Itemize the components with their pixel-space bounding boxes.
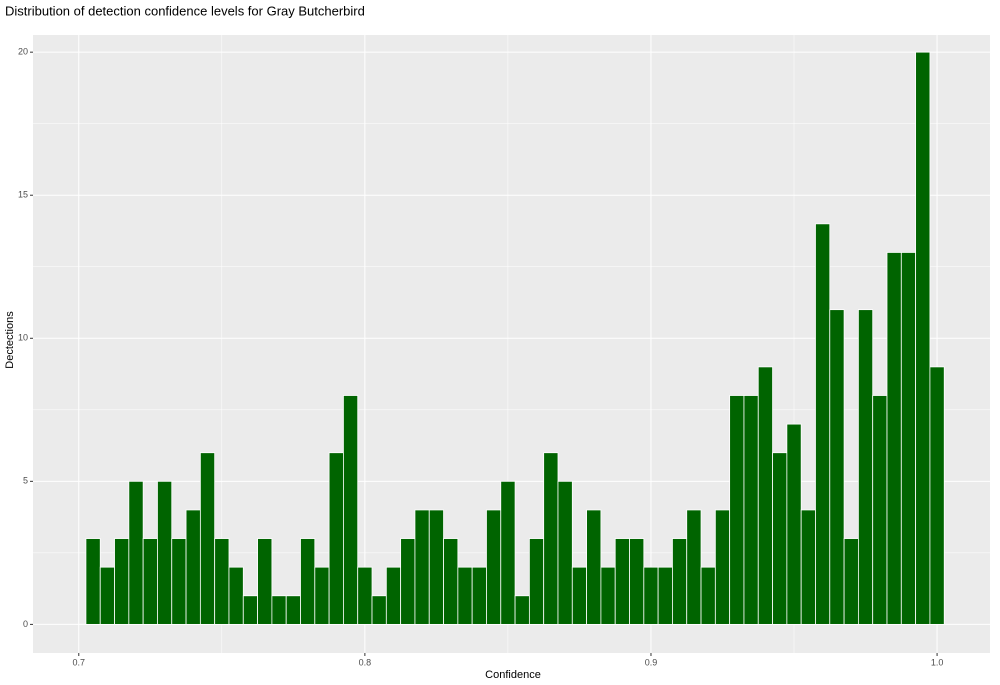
- bar: [857, 309, 874, 625]
- bar: [843, 538, 859, 625]
- bar: [757, 366, 773, 625]
- x-tick-label: 0.8: [359, 657, 372, 667]
- bar: [99, 566, 115, 625]
- x-axis-label: Confidence: [485, 669, 541, 681]
- bar: [157, 480, 173, 625]
- bar: [285, 595, 301, 625]
- bar: [85, 538, 101, 625]
- bar: [486, 509, 502, 625]
- bar: [114, 538, 130, 625]
- bar: [700, 566, 716, 625]
- bar: [514, 595, 530, 625]
- bar: [557, 480, 573, 625]
- bar: [400, 538, 416, 625]
- bar: [385, 566, 402, 625]
- bar: [915, 51, 931, 625]
- bar: [900, 252, 917, 625]
- bar: [314, 566, 330, 625]
- bar: [443, 538, 459, 625]
- bar: [929, 366, 945, 625]
- bar: [343, 395, 359, 625]
- bar: [528, 538, 545, 625]
- bar: [142, 538, 158, 625]
- bar: [300, 538, 316, 625]
- bar: [543, 452, 559, 625]
- bar: [786, 423, 802, 625]
- bar: [171, 538, 187, 625]
- bar: [414, 509, 430, 625]
- bar: [371, 595, 387, 625]
- bar: [743, 395, 759, 625]
- bar: [686, 509, 702, 625]
- bar: [500, 480, 516, 625]
- bar: [800, 509, 816, 625]
- y-tick-label: 15: [18, 190, 28, 200]
- bar: [242, 595, 258, 625]
- bar: [872, 395, 888, 625]
- bar: [772, 452, 788, 625]
- bar: [457, 566, 473, 625]
- bar: [199, 452, 216, 625]
- bar: [214, 538, 230, 625]
- y-tick-label: 0: [23, 619, 28, 629]
- bar: [657, 566, 673, 625]
- y-tick-label: 10: [18, 333, 28, 343]
- bar: [328, 452, 344, 625]
- bar: [886, 252, 902, 625]
- y-tick-label: 5: [23, 476, 28, 486]
- bar: [471, 566, 487, 625]
- bar: [815, 223, 831, 625]
- bar: [643, 566, 659, 625]
- bar: [729, 395, 745, 625]
- y-tick-label: 20: [18, 47, 28, 57]
- x-tick-label: 0.7: [73, 657, 86, 667]
- bar: [600, 566, 616, 625]
- bar: [185, 509, 201, 625]
- bar: [672, 538, 688, 625]
- bar: [428, 509, 444, 625]
- bar: [629, 538, 645, 625]
- x-tick-label: 1.0: [931, 657, 944, 667]
- bar: [228, 566, 244, 625]
- chart-title: Distribution of detection confidence lev…: [5, 3, 365, 18]
- x-tick-label: 0.9: [645, 657, 658, 667]
- bar: [829, 309, 845, 625]
- bar: [586, 509, 602, 625]
- bar: [271, 595, 287, 625]
- bar: [571, 566, 588, 625]
- bar: [357, 566, 373, 625]
- bar: [128, 480, 144, 625]
- bar: [714, 509, 731, 625]
- bar: [257, 538, 273, 625]
- bar: [614, 538, 630, 625]
- y-axis-label: Dectections: [4, 311, 16, 369]
